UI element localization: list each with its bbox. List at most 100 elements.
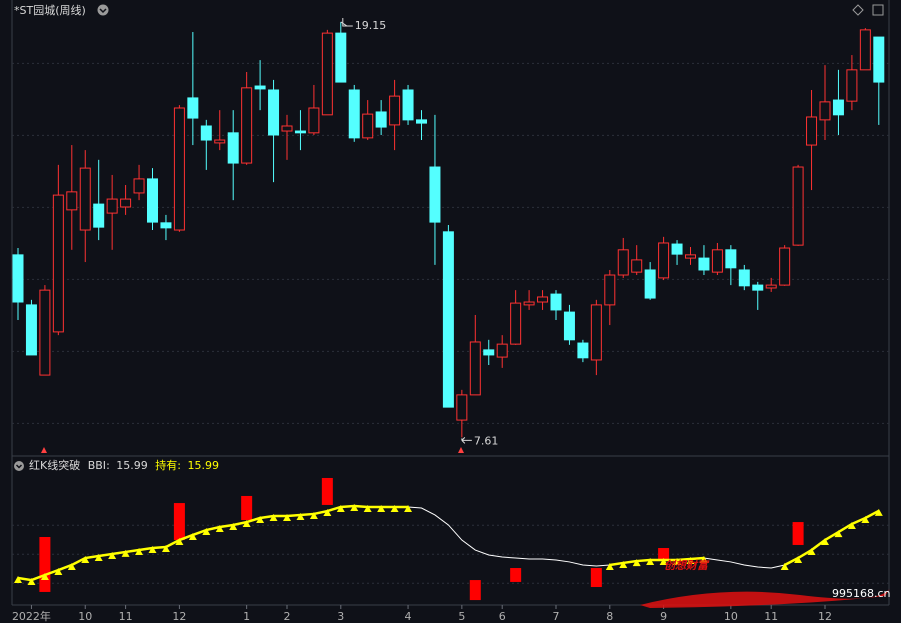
candle-body (268, 89, 280, 136)
hold-marker (350, 503, 359, 511)
hold-marker (54, 568, 63, 576)
x-tick-label: 12 (172, 610, 186, 623)
x-tick-label: 2 (284, 610, 291, 623)
candle-body (752, 284, 764, 291)
x-tick-label: 8 (606, 610, 613, 623)
hold-marker (229, 522, 238, 530)
candle-body (738, 269, 750, 287)
bbi-label: BBI (88, 459, 106, 472)
high-pointer (340, 17, 353, 27)
hold-marker (108, 551, 117, 559)
candle-body (227, 132, 239, 164)
candle-body (537, 296, 549, 303)
watermark-url: 995168.cn (832, 587, 891, 600)
x-tick-label: 10 (78, 610, 92, 623)
signal-bar (590, 568, 602, 588)
hold-marker (135, 548, 144, 556)
signal-bar (510, 568, 522, 582)
hold-marker (309, 511, 318, 519)
candle-body (671, 243, 683, 255)
candle-body (133, 178, 145, 194)
hold-line (17, 504, 409, 582)
brush-stroke (640, 588, 890, 608)
candle-body (792, 166, 804, 246)
window-icon[interactable] (872, 4, 884, 16)
hold-marker (821, 538, 829, 546)
low-annotation: 7.61 (474, 434, 499, 447)
hold-marker (188, 532, 197, 540)
candle-body (442, 231, 454, 408)
watermark: 创想财富 995168.cn (640, 559, 891, 608)
hold-marker (363, 504, 372, 512)
indicator-name: 红K线突破 (29, 458, 80, 472)
candle-body (711, 249, 723, 273)
x-tick-label: 10 (724, 610, 738, 623)
candle-body (375, 111, 387, 128)
hold-marker (780, 562, 789, 570)
candle-body (294, 130, 306, 134)
candle-body (590, 304, 602, 361)
candle-body (617, 249, 629, 276)
candle-body (429, 166, 441, 223)
candle-body (496, 343, 508, 358)
x-tick-label: 6 (499, 610, 506, 623)
bbi-value: 15.99 (116, 459, 148, 472)
hold-marker (794, 556, 803, 564)
hold-value: 15.99 (188, 459, 220, 472)
indicator-title: 红K线突破 BBI: 15.99 持有: 15.99 (29, 458, 219, 472)
candle-body (106, 198, 118, 214)
diamond-icon[interactable] (852, 4, 864, 16)
candle-body (416, 119, 427, 124)
hold-marker (269, 513, 278, 521)
candle-body (254, 85, 266, 90)
signal-bar (658, 548, 670, 561)
hold-marker (632, 559, 641, 567)
signal-marker (458, 447, 464, 453)
candle-body (779, 247, 791, 286)
hold-marker (847, 521, 856, 529)
x-tick-label: 4 (405, 610, 412, 623)
candle-body (348, 89, 360, 139)
candle-body (173, 107, 185, 231)
signal-bar (321, 477, 333, 505)
hold-marker (699, 556, 708, 564)
candle-body (187, 97, 199, 119)
candle-body (806, 116, 818, 146)
candle-body (52, 194, 64, 333)
candle-body (873, 36, 885, 83)
hold-marker (861, 516, 870, 523)
hold-marker (215, 524, 224, 532)
high-annotation: 19.15 (355, 19, 387, 32)
candle-body (281, 125, 293, 132)
x-tick-label: 12 (818, 610, 832, 623)
hold-marker (175, 538, 184, 546)
low-pointer (461, 437, 472, 444)
hold-marker (283, 513, 291, 521)
hold-line (609, 556, 705, 567)
watermark-text: 创想财富 (664, 559, 710, 572)
x-tick-label: 1 (243, 610, 250, 623)
sep: : (177, 459, 181, 472)
candle-body (644, 269, 656, 299)
x-tick-label: 11 (119, 610, 133, 623)
hold-marker (619, 560, 628, 568)
signal-marker (41, 447, 47, 453)
candle-body (321, 32, 333, 116)
indicator-menu-chevron (15, 464, 23, 469)
menu-icon[interactable] (97, 4, 109, 16)
x-tick-label: 3 (337, 610, 344, 623)
indicator-menu-icon[interactable] (14, 461, 24, 471)
chart-title: *ST园城(周线) (14, 3, 86, 17)
candle-body (859, 29, 871, 71)
candle-body (469, 341, 481, 396)
hold-marker (121, 549, 130, 557)
hold-marker (14, 576, 22, 584)
hold-marker (323, 509, 332, 517)
hold-marker (202, 528, 211, 536)
hold-line (784, 509, 880, 567)
candle-body (631, 259, 643, 273)
candle-body (66, 191, 78, 211)
candle-body (550, 293, 562, 311)
